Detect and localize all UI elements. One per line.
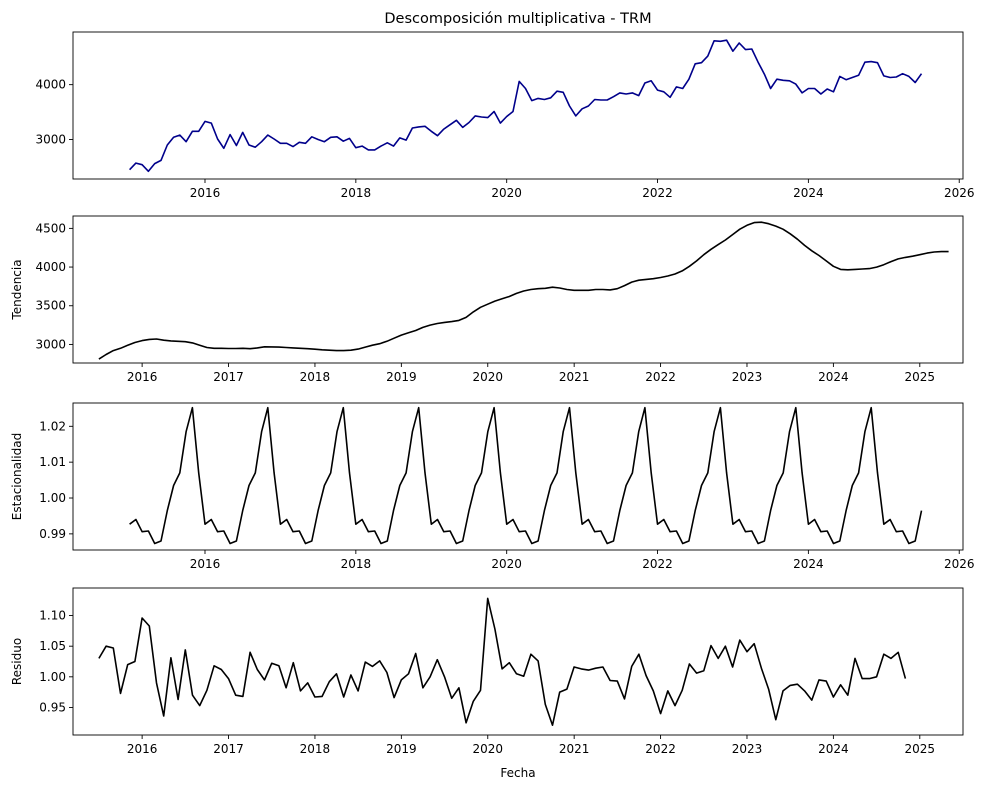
series-line	[98, 597, 907, 727]
chart-title: Descomposición multiplicativa - TRM	[384, 11, 651, 27]
x-tick-label: 2022	[645, 742, 676, 756]
x-tick-label: 2016	[190, 557, 221, 571]
series-line	[129, 406, 923, 545]
x-tick-label: 2018	[341, 186, 372, 200]
y-tick-label: 0.95	[39, 700, 66, 714]
axes-frame	[72, 215, 964, 364]
x-tick-label: 2016	[190, 186, 221, 200]
x-tick-label: 2026	[944, 557, 975, 571]
y-tick-label: 1.05	[39, 639, 66, 653]
y-tick-label: 3000	[35, 133, 66, 147]
y-tick-label: 4000	[35, 260, 66, 274]
x-tick-label: 2017	[213, 742, 244, 756]
x-tick-label: 2020	[472, 370, 503, 384]
x-tick-label: 2021	[559, 742, 590, 756]
y-tick-label: 4500	[35, 221, 66, 235]
y-tick-label: 0.99	[39, 527, 66, 541]
x-tick-label: 2022	[642, 186, 673, 200]
seasonal-panel: 2016 2018 2020 2022 2024 2026 0.99 1.00 1.01 1.02…	[10, 402, 975, 571]
x-tick-label: 2022	[645, 370, 676, 384]
x-tick-label: 2023	[732, 742, 763, 756]
x-tick-label: 2024	[793, 186, 824, 200]
x-tick-label: 2016	[127, 370, 158, 384]
x-tick-label: 2025	[905, 370, 936, 384]
x-tick-label: 2024	[818, 742, 849, 756]
x-tick-label: 2023	[732, 370, 763, 384]
series-line	[129, 39, 923, 173]
x-tick-label: 2016	[127, 742, 158, 756]
trend-panel: 2016 2017 2018 2019 2020 2021 2022 2023 2024 2025…	[10, 215, 964, 384]
y-tick-label: 1.01	[39, 455, 66, 469]
x-tick-label: 2019	[386, 370, 417, 384]
x-tick-label: 2020	[491, 557, 522, 571]
x-tick-label: 2024	[793, 557, 824, 571]
x-tick-label: 2025	[905, 742, 936, 756]
y-tick-label: 1.10	[39, 609, 66, 623]
y-axis-label: Tendencia	[10, 259, 24, 320]
x-axis-label: Fecha	[500, 766, 535, 780]
y-tick-label: 1.02	[39, 419, 66, 433]
series-line	[98, 221, 949, 360]
y-tick-label: 1.00	[39, 491, 66, 505]
x-tick-label: 2018	[341, 557, 372, 571]
y-tick-label: 4000	[35, 78, 66, 92]
axes-frame	[72, 31, 964, 180]
x-tick-label: 2018	[300, 370, 331, 384]
x-tick-label: 2026	[944, 186, 975, 200]
observed-panel: 2016 2018 2020 2022 2024 2026 3000 4000 Descompo…	[35, 11, 974, 200]
x-tick-label: 2018	[300, 742, 331, 756]
y-tick-label: 3000	[35, 337, 66, 351]
x-tick-label: 2019	[386, 742, 417, 756]
y-axis-label: Residuo	[10, 638, 24, 685]
y-axis-label: Estacionalidad	[10, 433, 24, 520]
y-tick-label: 1.00	[39, 670, 66, 684]
x-tick-label: 2021	[559, 370, 590, 384]
residual-panel: 2016 2017 2018 2019 2020 2021 2022 2023 2024 2025…	[10, 587, 964, 780]
x-tick-label: 2024	[818, 370, 849, 384]
x-tick-label: 2022	[642, 557, 673, 571]
y-tick-label: 3500	[35, 299, 66, 313]
axes-frame	[72, 402, 964, 551]
x-tick-label: 2020	[472, 742, 503, 756]
x-tick-label: 2017	[213, 370, 244, 384]
axes-frame	[72, 587, 964, 736]
x-tick-label: 2020	[491, 186, 522, 200]
